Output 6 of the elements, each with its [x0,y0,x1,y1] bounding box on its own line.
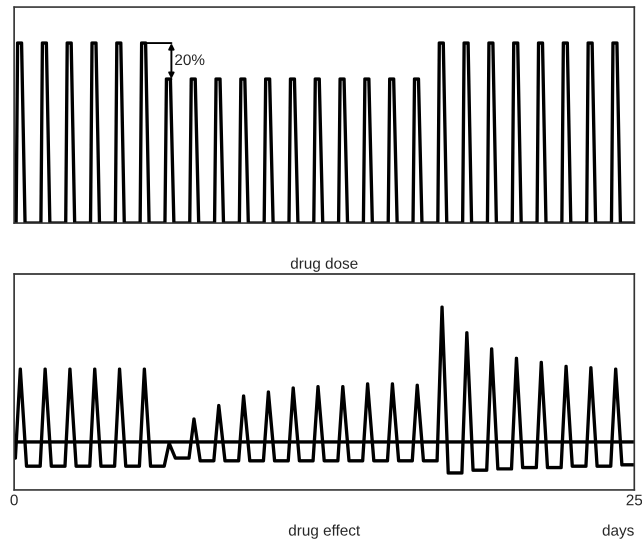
x-tick-label: 25 [626,494,642,506]
annotation: 20% [175,54,204,66]
x-axis-title: days [602,524,634,539]
x-tick-label: 0 [10,494,18,506]
text: drug dose [290,258,358,272]
text: drug effect [288,524,360,539]
